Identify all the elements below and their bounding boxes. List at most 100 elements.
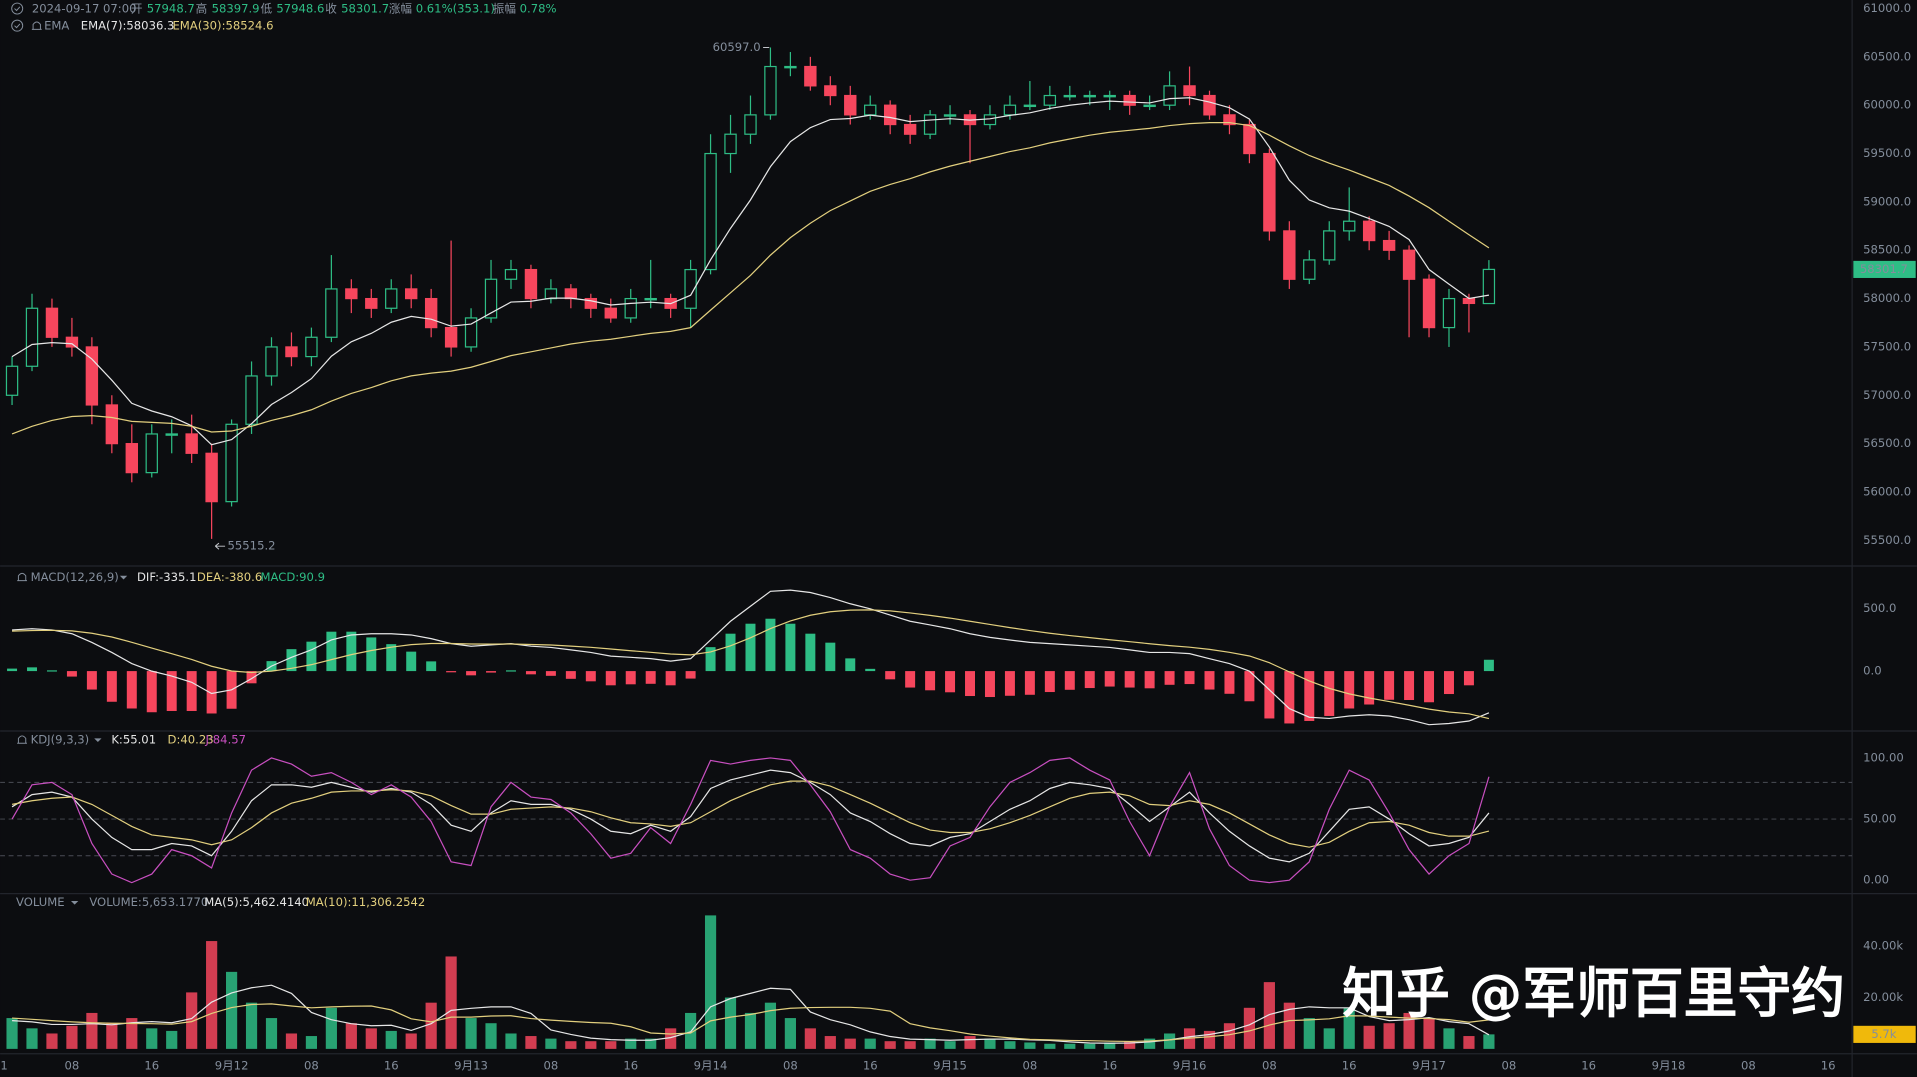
- volume-bar: [884, 1041, 896, 1049]
- candle-body: [245, 375, 258, 425]
- macd-bar: [406, 651, 417, 672]
- indicator-line: [12, 1003, 1490, 1043]
- x-tick-label: 9月14: [694, 1058, 728, 1072]
- macd-bar: [745, 623, 756, 672]
- volume-bar: [26, 1028, 38, 1049]
- y-tick-label: 50.00: [1863, 812, 1896, 826]
- candle-body: [1083, 94, 1096, 98]
- legend-name: MA(10):: [306, 895, 352, 909]
- legend-value: -335.1: [159, 570, 196, 584]
- legend-name: MA(5):: [204, 895, 242, 909]
- x-tick-label: 16: [1821, 1058, 1836, 1072]
- dropdown-caret[interactable]: [94, 738, 102, 743]
- macd-bar: [1304, 671, 1315, 721]
- macd-bar: [86, 671, 97, 690]
- candle-body: [983, 114, 997, 126]
- volume-tag: [1853, 1025, 1916, 1043]
- candle-body: [824, 85, 837, 97]
- x-tick-label: 16: [623, 1058, 638, 1072]
- volume-bar: [864, 1038, 876, 1049]
- legend-value: 5,462.4140: [243, 895, 309, 909]
- volume-bar: [804, 1028, 816, 1049]
- macd-bar: [525, 671, 536, 675]
- watermark: 知乎 @军师百里守约: [1342, 962, 1845, 1025]
- macd-bar: [1024, 671, 1035, 695]
- candle-body: [903, 123, 917, 135]
- volume-bar: [944, 1041, 956, 1049]
- legend-name: MACD:: [260, 570, 299, 584]
- candle-body: [345, 288, 358, 300]
- candle-body: [444, 326, 458, 348]
- volume-bar: [365, 1028, 377, 1049]
- candle-body: [564, 288, 578, 300]
- macd-bar: [246, 671, 257, 684]
- macd-bar: [1044, 671, 1055, 693]
- y-tick-label: 40.00k: [1863, 939, 1903, 953]
- candle-body: [1043, 94, 1057, 106]
- macd-bar: [984, 671, 995, 698]
- indicator-line: [12, 589, 1490, 726]
- macd-bar: [126, 671, 137, 709]
- volume-bar: [6, 1018, 18, 1049]
- volume-bar: [1223, 1023, 1236, 1049]
- candle-body: [185, 433, 198, 454]
- macd-bar: [506, 670, 516, 672]
- y-tick-label: 57500.0: [1863, 339, 1911, 353]
- low-label: 低: [260, 1, 272, 15]
- volume-bar: [1383, 1023, 1395, 1049]
- dropdown-caret[interactable]: [70, 900, 79, 905]
- macd-bar: [645, 671, 656, 684]
- indicator-line: [11, 122, 1490, 435]
- macd-bar: [1104, 671, 1115, 687]
- candle-body: [5, 365, 19, 396]
- candle-body: [883, 104, 897, 126]
- volume-bar: [724, 997, 737, 1049]
- candle-body: [85, 346, 99, 406]
- macd-bar: [625, 671, 636, 685]
- volume-bar: [86, 1012, 98, 1049]
- toggle-icon[interactable]: [11, 2, 24, 15]
- volume-bar: [605, 1041, 617, 1049]
- x-tick-label: 08: [544, 1058, 559, 1072]
- x-tick-label: 16: [1102, 1058, 1117, 1072]
- volume-bar: [225, 971, 238, 1049]
- legend-name: DEA:: [197, 570, 225, 584]
- toggle-icon[interactable]: [11, 19, 24, 32]
- candle-body: [604, 307, 617, 319]
- x-tick-label: 9月12: [215, 1058, 249, 1072]
- x-tick-label: 9月17: [1412, 1058, 1446, 1072]
- check-icon: [14, 23, 21, 29]
- volume-bar: [1064, 1043, 1076, 1049]
- macd-bar: [346, 631, 357, 672]
- y-tick-label: 100.00: [1863, 750, 1904, 764]
- candle-body: [1123, 94, 1136, 106]
- volume-bar: [505, 1033, 517, 1049]
- alert-icon[interactable]: [31, 21, 42, 30]
- x-tick-label: 08: [1501, 1058, 1516, 1072]
- legend-name: D:: [168, 732, 181, 746]
- candle-body: [325, 288, 338, 338]
- macd-bar: [1284, 671, 1295, 724]
- alert-icon[interactable]: [17, 572, 27, 582]
- volume-bar: [126, 1018, 138, 1049]
- x-tick-label: 16: [1581, 1058, 1596, 1072]
- x-tick-label: 08: [1262, 1058, 1277, 1072]
- x-tick-label: 08: [783, 1058, 798, 1072]
- pane: [6, 915, 1495, 1049]
- volume-bar: [1084, 1043, 1096, 1049]
- volume-bar: [565, 1041, 577, 1049]
- macd-bar: [1204, 671, 1215, 690]
- volume-bar: [425, 1002, 437, 1049]
- indicator-line: [12, 984, 1490, 1044]
- macd-bar: [565, 671, 576, 679]
- indicator-title: EMA: [44, 18, 69, 32]
- candle-body: [764, 65, 777, 116]
- volume-bar: [46, 1033, 58, 1049]
- alert-icon[interactable]: [17, 735, 27, 744]
- dropdown-caret[interactable]: [119, 575, 128, 580]
- macd-bar: [66, 671, 77, 677]
- macd-bar: [27, 667, 38, 672]
- macd-bar: [825, 642, 836, 672]
- y-tick-label: 0.00: [1863, 873, 1889, 887]
- candle-body: [724, 133, 737, 155]
